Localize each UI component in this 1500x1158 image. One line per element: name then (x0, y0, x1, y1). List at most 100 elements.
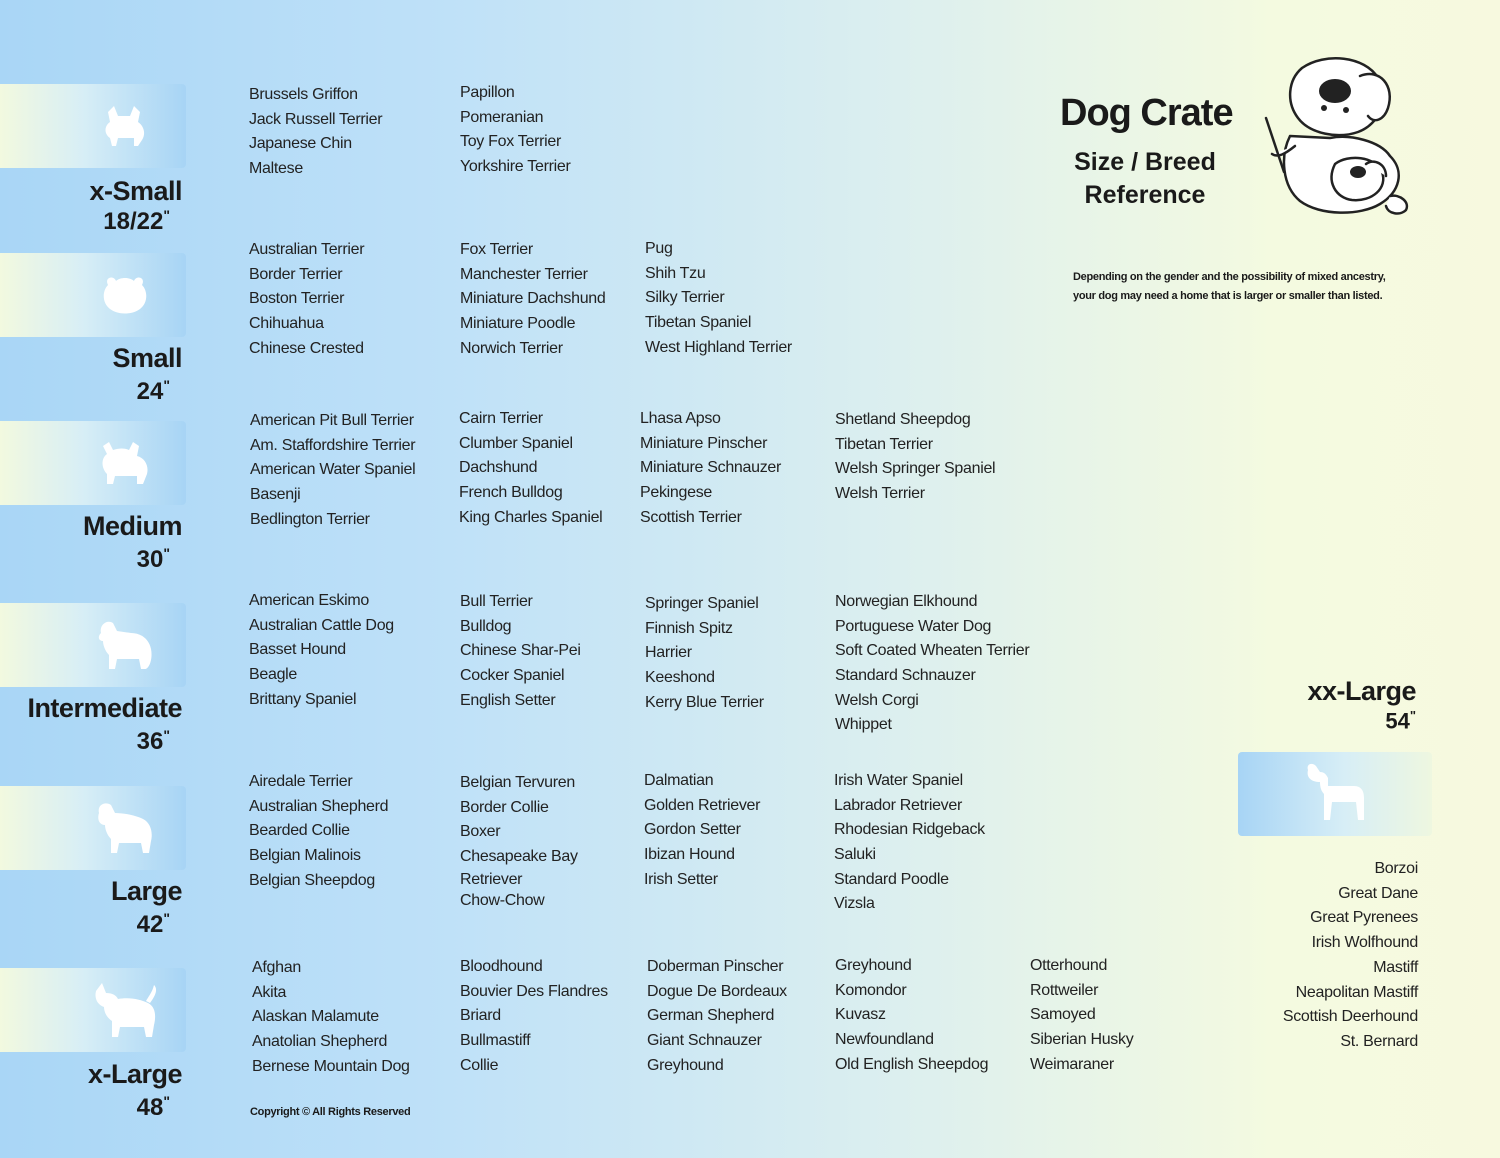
size-dim-value: 18/22 (103, 208, 164, 235)
breed-item: Keeshond (645, 669, 715, 687)
breed-item: Great Pyrenees (1310, 909, 1418, 927)
breed-item: Mastiff (1373, 958, 1418, 976)
breed-item: Rhodesian Ridgeback (834, 821, 985, 839)
size-dim-value: 54 (1385, 708, 1410, 734)
breed-item: Belgian Sheepdog (249, 871, 375, 889)
breed-column: Pug Shih Tzu Silky Terrier Tibetan Spani… (645, 237, 792, 360)
breed-item: Samoyed (1030, 1006, 1096, 1024)
breed-item: Giant Schnauzer (647, 1032, 762, 1050)
breed-item: Chinese Crested (249, 339, 364, 357)
great-dane-silhouette-icon (1302, 762, 1368, 827)
breed-item: Akita (252, 983, 287, 1001)
breed-item: Bedlington Terrier (250, 510, 370, 528)
spaniel-silhouette-icon (90, 613, 160, 677)
breed-item: Old English Sheepdog (835, 1055, 989, 1073)
page-subtitle: Size / Breed Reference (1070, 146, 1220, 212)
inch-mark: " (163, 207, 170, 223)
copyright-notice: Copyright © All Rights Reserved (250, 1106, 411, 1118)
breed-item: Dogue De Bordeaux (647, 982, 787, 1000)
breed-item: Bulldog (460, 617, 512, 635)
breed-item: Soft Coated Wheaten Terrier (835, 642, 1030, 660)
inch-mark: " (163, 377, 170, 393)
breed-item: Basenji (250, 486, 301, 504)
breed-item: Rottweiler (1030, 981, 1099, 999)
breed-item: Collie (460, 1056, 499, 1074)
note-line-1: Depending on the gender and the possibil… (1073, 271, 1386, 283)
breed-item: Pug (645, 240, 673, 257)
breed-item: Norwegian Elkhound (835, 593, 978, 610)
breed-item: Miniature Pinscher (640, 434, 768, 452)
size-tab-medium (0, 421, 186, 505)
size-dim-intermediate: 36" (137, 727, 170, 756)
breed-item: Welsh Terrier (835, 485, 925, 503)
breed-item: German Shepherd (647, 1007, 775, 1025)
breed-item: Belgian Malinois (249, 847, 361, 865)
breed-item: Border Terrier (249, 265, 343, 283)
breed-item: Kerry Blue Terrier (645, 693, 764, 711)
breed-item: Weimaraner (1030, 1055, 1114, 1073)
breed-item: Beagle (249, 666, 298, 684)
breed-item: Borzoi (1374, 860, 1418, 877)
breed-column: Fox Terrier Manchester Terrier Miniature… (460, 238, 606, 361)
breed-column: Airedale Terrier Australian Shepherd Bea… (249, 770, 389, 893)
breed-item: West Highland Terrier (645, 338, 792, 356)
breed-item: Cairn Terrier (459, 410, 543, 427)
breed-item: Retriever (460, 870, 523, 888)
breed-column: Irish Water Spaniel Labrador Retriever R… (834, 769, 985, 917)
retriever-silhouette-icon (90, 796, 160, 860)
breed-item: Harrier (645, 644, 692, 662)
breed-item: Whippet (835, 716, 892, 734)
breed-item: Bullmastiff (460, 1032, 531, 1050)
breed-item: Golden Retriever (644, 796, 761, 814)
size-dim-value: 42 (136, 911, 164, 938)
size-name-x-small: x-Small (89, 176, 182, 206)
size-tab-x-large (0, 968, 186, 1052)
breed-item: Silky Terrier (645, 289, 725, 307)
breed-item: King Charles Spaniel (459, 508, 603, 526)
breed-item: Chow-Chow (460, 891, 545, 909)
breed-item: Manchester Terrier (460, 265, 588, 283)
breed-item: Welsh Corgi (835, 691, 919, 709)
breed-column: Doberman Pinscher Dogue De Bordeaux Germ… (647, 955, 787, 1078)
breed-item: Welsh Springer Spaniel (835, 460, 996, 478)
breed-item: Miniature Poodle (460, 315, 576, 333)
breed-item: Briard (460, 1007, 501, 1025)
breed-item: Neapolitan Mastiff (1295, 983, 1419, 1001)
breed-item: Finnish Spitz (645, 619, 733, 637)
breed-item: Doberman Pinscher (647, 958, 784, 975)
breed-item: Newfoundland (835, 1031, 934, 1049)
breed-item: French Bulldog (459, 484, 563, 502)
breed-item: Portuguese Water Dog (835, 617, 992, 635)
husky-silhouette-icon (90, 978, 160, 1042)
note-line-2: your dog may need a home that is larger … (1073, 290, 1383, 302)
breed-item: Ibizan Hound (644, 846, 735, 864)
breed-item: Chinese Shar-Pei (460, 642, 581, 660)
breed-column-xx-large: Borzoi Great Dane Great Pyrenees Irish W… (1283, 857, 1418, 1055)
breed-item: Bloodhound (460, 958, 543, 975)
size-tab-xx-large (1238, 752, 1432, 836)
breed-item: Scottish Terrier (640, 508, 742, 526)
breed-item: Japanese Chin (249, 135, 352, 153)
breed-column: Brussels Griffon Jack Russell Terrier Ja… (249, 83, 383, 182)
breed-item: Bull Terrier (460, 593, 533, 610)
terrier-silhouette-icon (90, 431, 160, 495)
breed-item: Yorkshire Terrier (460, 158, 571, 176)
breed-column: Belgian Tervuren Border Collie Boxer Che… (460, 771, 578, 913)
size-name-small: Small (112, 343, 182, 373)
breed-column: Bull Terrier Bulldog Chinese Shar-Pei Co… (460, 590, 581, 713)
breed-item: American Eskimo (249, 592, 369, 609)
breed-item: Brittany Spaniel (249, 690, 357, 708)
page-title: Dog Crate (1060, 92, 1234, 134)
breed-column: American Pit Bull Terrier Am. Staffordsh… (250, 409, 416, 532)
breed-column: American Eskimo Australian Cattle Dog Ba… (249, 589, 394, 712)
breed-item: American Pit Bull Terrier (250, 412, 414, 429)
breed-item: Fox Terrier (460, 241, 533, 258)
breed-item: Bernese Mountain Dog (252, 1057, 410, 1075)
size-tab-intermediate (0, 603, 186, 687)
size-dim-value: 48 (136, 1094, 164, 1121)
breed-item: Maltese (249, 160, 303, 178)
inch-mark: " (163, 545, 170, 561)
breed-column: Bloodhound Bouvier Des Flandres Briard B… (460, 955, 608, 1078)
breed-item: Pekingese (640, 484, 713, 502)
size-dim-large: 42" (137, 910, 170, 939)
